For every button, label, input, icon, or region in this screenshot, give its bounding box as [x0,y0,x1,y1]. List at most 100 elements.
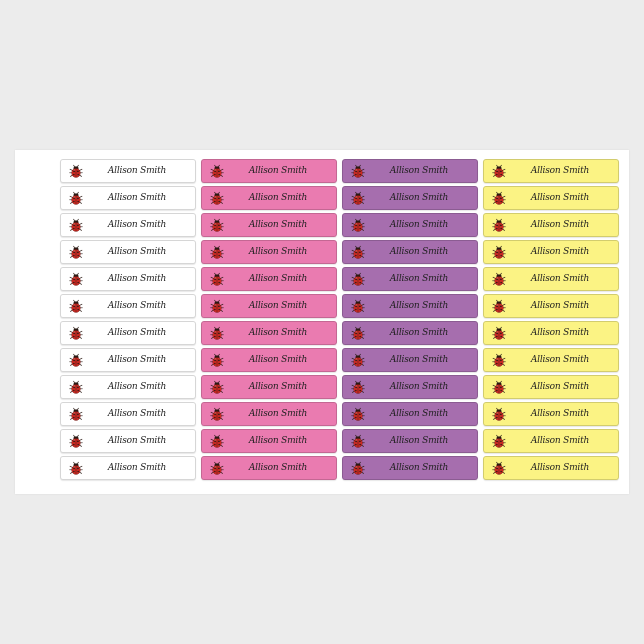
ladybug-icon [69,353,83,367]
ladybug-icon [69,407,83,421]
ladybug-icon [210,299,224,313]
ladybug-icon [351,434,365,448]
label-sheet: Allison Smith Allison Smith Allison Smith A… [15,150,629,494]
label-name-text: Allison Smith [530,409,590,419]
ladybug-icon [351,191,365,205]
label-name-text: Allison Smith [248,436,308,446]
label-name-text: Allison Smith [248,328,308,338]
name-label-yellow: Allison Smith [483,429,619,453]
ladybug-icon [69,326,83,340]
ladybug-icon [492,299,506,313]
ladybug-icon [69,434,83,448]
ladybug-icon [351,164,365,178]
ladybug-icon [351,380,365,394]
name-label-pink: Allison Smith [201,348,337,372]
label-name-text: Allison Smith [248,274,308,284]
ladybug-icon [492,272,506,286]
label-name-text: Allison Smith [107,166,167,176]
ladybug-icon [210,353,224,367]
name-label-purple: Allison Smith [342,348,478,372]
ladybug-icon [210,407,224,421]
name-label-pink: Allison Smith [201,240,337,264]
ladybug-icon [69,164,83,178]
name-label-pink: Allison Smith [201,402,337,426]
ladybug-icon [492,164,506,178]
label-name-text: Allison Smith [248,463,308,473]
name-label-white: Allison Smith [60,186,196,210]
label-name-text: Allison Smith [389,328,449,338]
ladybug-icon [210,461,224,475]
ladybug-icon [210,218,224,232]
name-label-white: Allison Smith [60,375,196,399]
ladybug-icon [210,434,224,448]
label-name-text: Allison Smith [530,355,590,365]
label-name-text: Allison Smith [248,382,308,392]
ladybug-icon [69,380,83,394]
ladybug-icon [69,272,83,286]
label-name-text: Allison Smith [530,274,590,284]
label-name-text: Allison Smith [248,193,308,203]
label-name-text: Allison Smith [389,355,449,365]
label-name-text: Allison Smith [530,463,590,473]
name-label-pink: Allison Smith [201,294,337,318]
ladybug-icon [210,326,224,340]
name-label-yellow: Allison Smith [483,348,619,372]
name-label-white: Allison Smith [60,240,196,264]
name-label-pink: Allison Smith [201,186,337,210]
ladybug-icon [210,245,224,259]
label-name-text: Allison Smith [389,166,449,176]
name-label-white: Allison Smith [60,456,196,480]
ladybug-icon [492,326,506,340]
ladybug-icon [351,326,365,340]
ladybug-icon [69,461,83,475]
ladybug-icon [210,164,224,178]
name-label-white: Allison Smith [60,429,196,453]
ladybug-icon [210,380,224,394]
name-label-purple: Allison Smith [342,456,478,480]
label-name-text: Allison Smith [107,463,167,473]
ladybug-icon [351,353,365,367]
name-label-purple: Allison Smith [342,213,478,237]
name-label-yellow: Allison Smith [483,321,619,345]
ladybug-icon [351,245,365,259]
label-grid: Allison Smith Allison Smith Allison Smith A… [60,159,619,485]
label-name-text: Allison Smith [389,274,449,284]
ladybug-icon [69,299,83,313]
name-label-yellow: Allison Smith [483,213,619,237]
ladybug-icon [492,191,506,205]
label-name-text: Allison Smith [530,328,590,338]
name-label-yellow: Allison Smith [483,159,619,183]
name-label-pink: Allison Smith [201,213,337,237]
label-name-text: Allison Smith [107,355,167,365]
ladybug-icon [492,407,506,421]
name-label-purple: Allison Smith [342,321,478,345]
name-label-pink: Allison Smith [201,267,337,291]
name-label-white: Allison Smith [60,267,196,291]
label-name-text: Allison Smith [248,247,308,257]
name-label-yellow: Allison Smith [483,294,619,318]
name-label-white: Allison Smith [60,294,196,318]
name-label-yellow: Allison Smith [483,267,619,291]
ladybug-icon [351,218,365,232]
label-name-text: Allison Smith [530,247,590,257]
ladybug-icon [69,191,83,205]
name-label-yellow: Allison Smith [483,402,619,426]
label-name-text: Allison Smith [530,301,590,311]
label-name-text: Allison Smith [530,382,590,392]
label-name-text: Allison Smith [389,409,449,419]
label-name-text: Allison Smith [107,274,167,284]
label-name-text: Allison Smith [107,328,167,338]
name-label-pink: Allison Smith [201,321,337,345]
label-name-text: Allison Smith [389,382,449,392]
label-name-text: Allison Smith [248,301,308,311]
name-label-yellow: Allison Smith [483,456,619,480]
name-label-purple: Allison Smith [342,159,478,183]
label-name-text: Allison Smith [389,247,449,257]
name-label-pink: Allison Smith [201,375,337,399]
label-name-text: Allison Smith [248,355,308,365]
ladybug-icon [351,299,365,313]
name-label-purple: Allison Smith [342,186,478,210]
ladybug-icon [492,434,506,448]
name-label-white: Allison Smith [60,348,196,372]
label-name-text: Allison Smith [248,409,308,419]
